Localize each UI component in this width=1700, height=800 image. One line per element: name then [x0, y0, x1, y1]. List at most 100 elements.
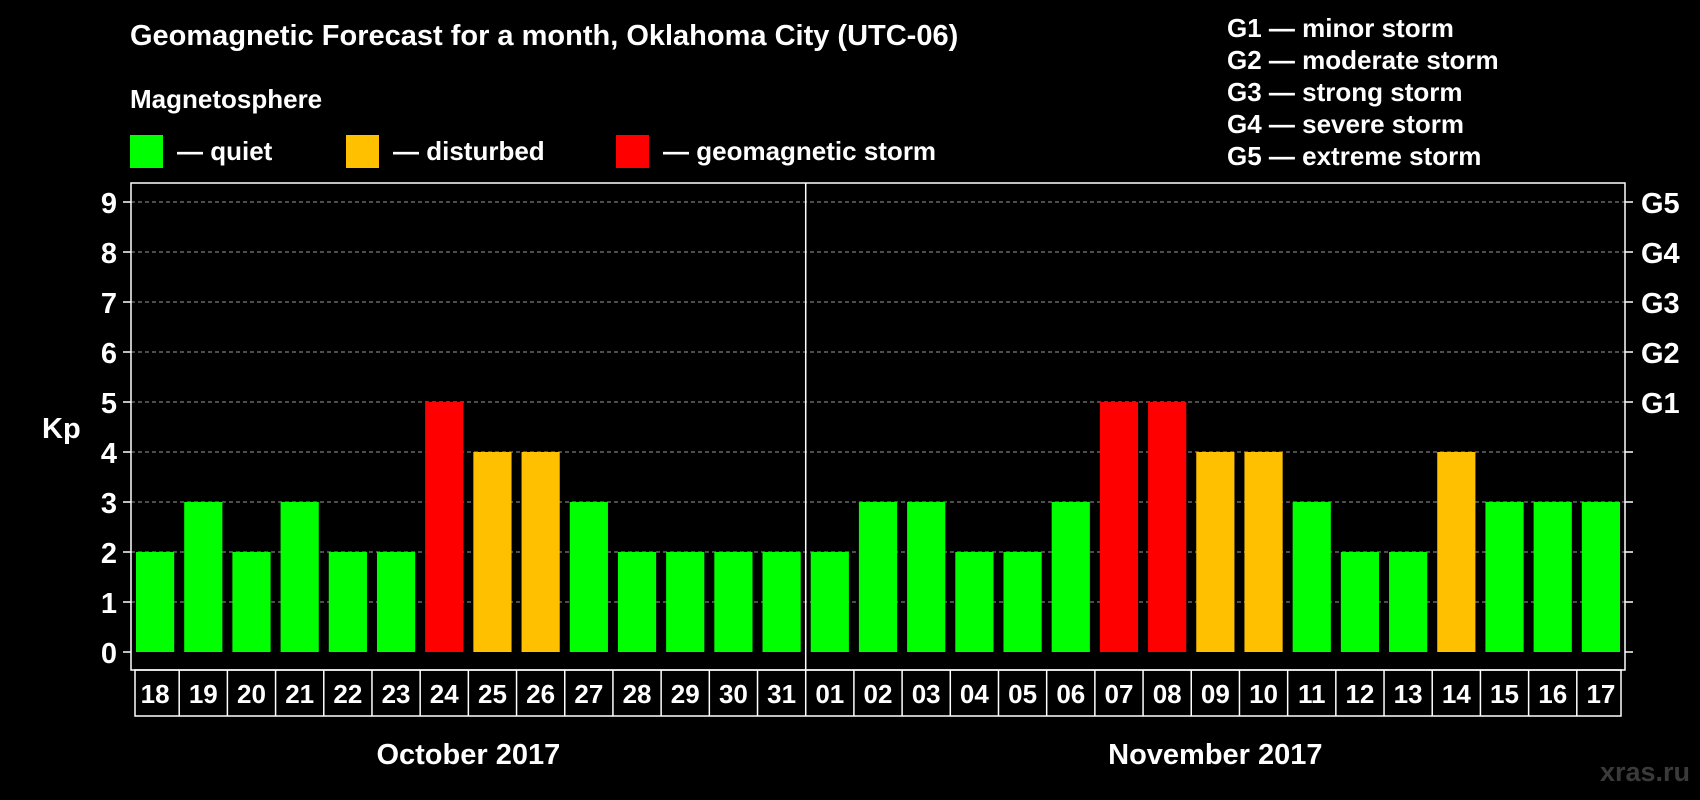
x-tick-label-10: 10	[1249, 679, 1278, 709]
x-tick-label-08: 08	[1153, 679, 1182, 709]
legend-heading: Magnetosphere	[130, 84, 323, 114]
x-tick-label-31: 31	[767, 679, 796, 709]
storm-level-g3: G3 — strong storm	[1227, 77, 1463, 107]
storm-level-g5: G5 — extreme storm	[1227, 141, 1482, 171]
bar-day-14	[1437, 452, 1476, 652]
right-axis-label-g2: G2	[1641, 338, 1680, 370]
y-axis-label: Kp	[42, 413, 81, 445]
x-tick-label-07: 07	[1105, 679, 1134, 709]
x-tick-label-04: 04	[960, 679, 989, 709]
x-tick-label-12: 12	[1345, 679, 1374, 709]
x-tick-label-09: 09	[1201, 679, 1230, 709]
bar-day-24	[425, 402, 464, 652]
bar-day-26	[521, 452, 560, 652]
y-tick-label-2: 2	[101, 538, 117, 570]
legend-label-storm: — geomagnetic storm	[663, 135, 937, 166]
storm-level-legend: G1 — minor storm G2 — moderate storm G3 …	[1227, 12, 1499, 172]
bar-day-07	[1099, 402, 1139, 652]
x-tick-label-03: 03	[912, 679, 941, 709]
x-tick-label-19: 19	[189, 679, 218, 709]
bar-day-31	[762, 552, 801, 652]
watermark: xras.ru	[1599, 757, 1690, 787]
x-tick-label-02: 02	[864, 679, 893, 709]
x-tick-label-23: 23	[382, 679, 411, 709]
bar-day-12	[1340, 552, 1380, 652]
storm-level-g2: G2 — moderate storm	[1227, 45, 1499, 75]
bar-day-25	[473, 452, 512, 652]
bar-day-22	[328, 552, 367, 652]
x-tick-label-17: 17	[1586, 679, 1615, 709]
storm-level-g4: G4 — severe storm	[1227, 109, 1465, 139]
x-tick-label-20: 20	[237, 679, 266, 709]
x-tick-label-29: 29	[671, 679, 700, 709]
right-axis-label-g3: G3	[1641, 288, 1680, 320]
legend-item-storm: — geomagnetic storm	[616, 134, 936, 168]
x-tick-label-11: 11	[1298, 679, 1326, 709]
x-tick-label-22: 22	[333, 679, 362, 709]
day-label-strip	[134, 669, 1622, 717]
y-tick-label-9: 9	[101, 188, 117, 220]
x-tick-label-05: 05	[1008, 679, 1037, 709]
bar-day-29	[666, 552, 705, 652]
x-tick-label-06: 06	[1056, 679, 1085, 709]
legend-swatch-quiet	[130, 134, 163, 168]
bar-day-05	[1003, 552, 1042, 652]
x-tick-label-13: 13	[1394, 679, 1423, 709]
page-title: Geomagnetic Forecast for a month, Oklaho…	[130, 20, 959, 52]
legend-swatch-disturbed	[346, 134, 379, 168]
month-label-0: October 2017	[376, 739, 560, 771]
y-tick-label-3: 3	[101, 488, 117, 520]
bar-day-11	[1292, 502, 1331, 652]
bar-day-01	[810, 552, 849, 652]
month-label-1: November 2017	[1108, 739, 1322, 771]
bar-day-02	[858, 502, 898, 652]
x-tick-label-26: 26	[526, 679, 555, 709]
y-tick-label-0: 0	[101, 638, 117, 670]
y-tick-label-7: 7	[101, 288, 117, 320]
legend-swatch-storm	[616, 134, 649, 168]
x-tick-label-15: 15	[1490, 679, 1519, 709]
x-tick-label-14: 14	[1442, 679, 1471, 709]
bar-day-10	[1244, 452, 1283, 652]
x-tick-label-21: 21	[285, 679, 314, 709]
bar-day-18	[136, 552, 175, 652]
x-tick-label-27: 27	[574, 679, 603, 709]
bar-day-08	[1148, 402, 1187, 652]
bar-day-06	[1051, 502, 1090, 652]
bar-day-15	[1485, 502, 1524, 652]
right-axis-label-g1: G1	[1641, 388, 1680, 420]
bar-day-09	[1196, 452, 1235, 652]
right-axis-label-g4: G4	[1641, 238, 1680, 270]
legend-item-disturbed: — disturbed	[346, 134, 545, 168]
bar-day-20	[232, 552, 271, 652]
legend-item-quiet: — quiet	[130, 134, 272, 168]
x-tick-label-25: 25	[478, 679, 507, 709]
bar-day-21	[280, 502, 319, 652]
bar-day-16	[1533, 502, 1572, 652]
bar-day-04	[955, 552, 994, 652]
x-tick-label-28: 28	[623, 679, 652, 709]
bar-day-28	[617, 552, 657, 652]
bar-day-13	[1389, 552, 1428, 652]
y-tick-label-6: 6	[101, 338, 117, 370]
legend-label-disturbed: — disturbed	[393, 135, 545, 166]
y-tick-label-1: 1	[101, 588, 117, 620]
legend-label-quiet: — quiet	[177, 135, 273, 166]
storm-level-g1: G1 — minor storm	[1227, 13, 1454, 43]
x-tick-label-01: 01	[815, 679, 844, 709]
y-tick-label-4: 4	[101, 438, 117, 470]
bar-day-19	[184, 502, 223, 652]
bar-day-27	[569, 502, 608, 652]
x-tick-label-24: 24	[430, 679, 459, 709]
bar-day-17	[1581, 502, 1620, 652]
y-tick-label-8: 8	[101, 238, 117, 270]
bar-day-03	[907, 502, 946, 652]
x-tick-label-16: 16	[1538, 679, 1567, 709]
x-tick-label-30: 30	[719, 679, 748, 709]
x-tick-label-18: 18	[141, 679, 170, 709]
bar-day-23	[376, 552, 416, 652]
y-tick-label-5: 5	[101, 388, 117, 420]
bar-day-30	[714, 552, 753, 652]
right-axis-label-g5: G5	[1641, 188, 1680, 220]
